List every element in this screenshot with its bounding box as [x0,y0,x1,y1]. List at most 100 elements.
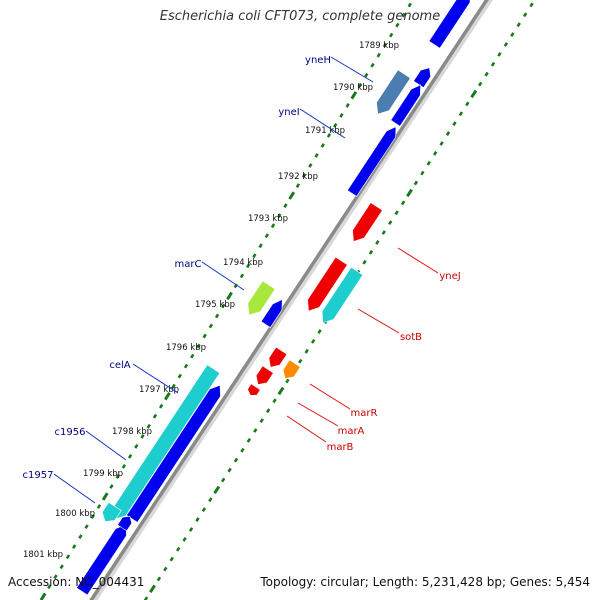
tick-mark [53,574,58,580]
tick-mark [320,143,325,148]
tick-mark [146,423,151,429]
tick-mark [362,259,367,265]
tick-mark [394,210,399,216]
tick-mark [310,339,316,344]
gene-label-left: marC [175,259,202,270]
tick-mark [101,492,109,501]
gene-arrow-shape [346,126,397,197]
tick-mark [195,517,200,522]
tick-mark [406,188,413,198]
tick-mark [295,183,301,188]
gene-arrow-marA-shape [255,365,274,385]
gene-arrow [260,298,283,328]
tick-mark [265,408,271,414]
leader-line [85,430,127,461]
tick-mark [350,91,358,100]
tick-mark [264,233,269,239]
tick-mark [458,111,464,117]
tick-mark [84,524,89,529]
kbp-label: 1789 kbp [359,41,399,51]
tick-mark [65,554,71,560]
kbp-label: 1790 kbp [333,83,373,93]
gene-arrow-marR-shape [282,359,301,379]
tick-mark [375,240,380,245]
gene-arrow-yneJ-shape [352,202,383,242]
tick-mark [285,378,290,384]
tick-mark [177,373,182,379]
kbp-label: 1799 kbp [83,469,123,479]
tick-mark [288,191,296,200]
gene-arrow-marA [255,365,274,385]
gene-arrow-marC-shape [247,280,276,316]
gene-arrow-marR [282,359,301,379]
tick-mark [298,358,303,364]
tick-mark [246,437,252,443]
kbp-label: 1796 kbp [166,343,206,353]
tick-mark [339,112,344,118]
gene-label-right: sotB [400,332,422,343]
tick-mark [452,121,457,127]
tick-mark [400,200,406,206]
leader-line [357,308,400,334]
gene-label-right: marR [351,408,378,419]
tick-mark [376,52,381,58]
kbp-label: 1795 kbp [195,300,235,310]
tick-mark [214,313,220,319]
tick-mark [140,433,145,439]
tick-mark [317,329,322,334]
tick-mark [304,348,309,354]
tick-mark [388,32,394,38]
tick-mark [301,173,307,178]
tick-mark [213,485,221,495]
leader-line [132,363,179,394]
tick-mark [183,363,189,369]
kbp-label: 1792 kbp [278,172,318,182]
tick-mark [152,413,158,419]
tick-mark [484,71,489,77]
tick-mark [78,534,83,540]
tick-mark [407,2,412,8]
leader-line [330,56,374,83]
tick-mark [163,566,168,572]
accession-text: Accession: NC_004431 [8,575,145,589]
tick-mark [115,474,120,479]
tick-mark [497,51,502,57]
tick-mark [176,546,181,552]
gene-arrow-c1957-shape [101,501,122,522]
tick-mark [490,61,496,67]
tick-mark [226,291,233,301]
leader-line [201,261,245,291]
tick-mark [134,443,139,449]
tick-mark [333,123,338,128]
kbp-label: 1798 kbp [112,427,152,437]
tick-mark [253,428,258,433]
features-layer [76,0,471,596]
tick-mark [221,303,226,309]
gene-arrow-sotB [321,266,364,324]
tick-mark [283,203,288,209]
gene-label-right: yneJ [439,271,460,282]
tick-mark [326,133,332,138]
gene-arrow-shape [390,84,421,127]
tick-mark [388,220,393,226]
leader-line [297,402,339,427]
tick-mark [477,81,483,87]
tick-mark [382,42,388,48]
tick-mark [159,403,164,409]
leader-line [286,415,327,443]
gene-arrow-yneJ [352,202,383,242]
tick-mark [277,386,285,396]
tick-mark [503,42,509,47]
leader-line [397,247,439,274]
gene-arrow [117,515,133,532]
gene-arrow-yneH [376,69,411,115]
gene-arrow [390,84,421,127]
kbp-label: 1793 kbp [248,214,288,224]
kbp-label: 1801 kbp [23,550,63,560]
gene-arrow [307,256,348,312]
gene-label-left: yneI [278,107,299,118]
tick-mark [345,102,350,108]
gene-arrow-yneH-shape [376,69,411,115]
tick-mark [465,101,470,107]
